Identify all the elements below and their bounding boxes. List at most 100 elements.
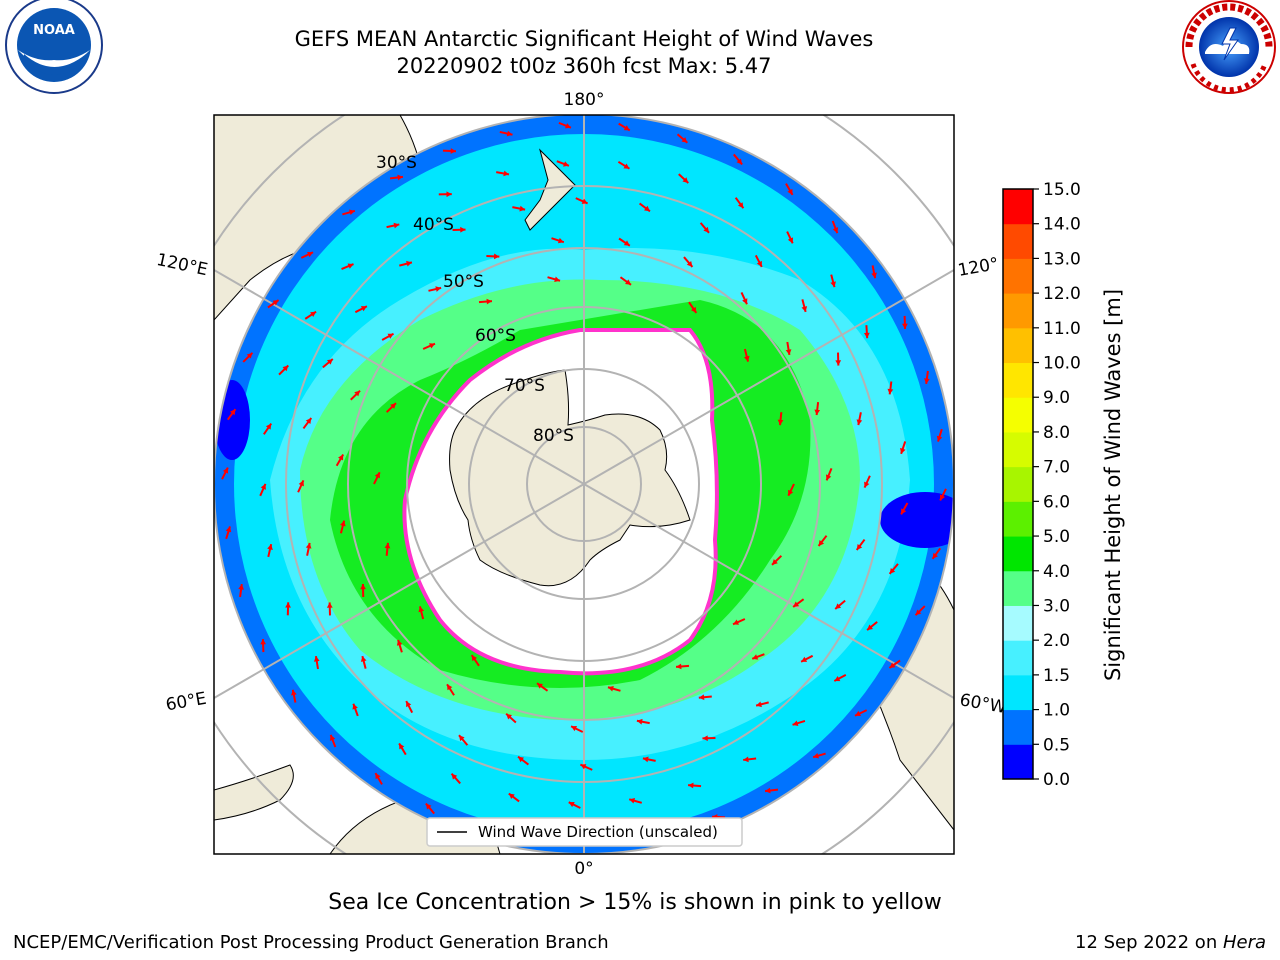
colorbar-tick-label: 8.0 <box>1043 423 1070 443</box>
colorbar-segment <box>1003 674 1033 711</box>
wind-wave-arrow-head <box>360 306 367 312</box>
wind-wave-arrow-head <box>397 174 403 181</box>
wind-wave-arrow-head <box>864 332 870 339</box>
wind-wave-arrow-head <box>623 240 630 246</box>
wind-wave-arrow-head <box>285 602 291 608</box>
wind-wave-arrow-head <box>329 734 336 741</box>
colorbar-tick-label: 1.5 <box>1043 666 1070 686</box>
wind-wave-arrow-head <box>374 472 380 479</box>
wind-wave-arrow-head <box>644 205 650 212</box>
colorbar: 0.0 0.5 1.0 1.5 2.0 3.0 4.0 5.0 6.0 7.0 8.0 9.0 10.0… <box>1002 180 1081 790</box>
colorbar-tick-label: 7.0 <box>1043 458 1070 478</box>
wind-wave-arrow-head <box>915 609 922 616</box>
wind-wave-arrow-head <box>568 801 575 808</box>
wind-wave-arrow-head <box>435 286 442 292</box>
wind-wave-arrow-head <box>375 773 381 780</box>
national-weather-service-logo <box>1182 0 1276 94</box>
colorbar-segment <box>1003 466 1033 502</box>
wind-wave-arrow-head <box>801 306 808 312</box>
footer-credit: NCEP/EMC/Verification Post Processing Pr… <box>13 932 609 953</box>
wind-wave-arrow-head <box>772 559 778 565</box>
wind-wave-arrow-head <box>238 584 244 590</box>
colorbar-tick-label: 11.0 <box>1043 319 1081 339</box>
colorbar-segment <box>1003 501 1033 537</box>
lon-label-180: 180° <box>564 90 605 110</box>
wind-wave-arrow-head <box>347 263 354 269</box>
wind-wave-arrow-head <box>856 419 863 426</box>
wind-wave-arrow-head <box>486 298 492 305</box>
colorbar-segment <box>1003 605 1033 641</box>
wind-wave-arrow-head <box>889 662 896 668</box>
wind-wave-arrow-head <box>450 148 456 154</box>
colorbar-tick-label: 0.5 <box>1043 735 1070 755</box>
wind-wave-arrow-head <box>310 311 317 317</box>
wind-wave-arrow-head <box>298 480 304 487</box>
latitude-labels: 30°S 40°S 50°S 60°S 70°S 80°S <box>376 153 574 446</box>
colorbar-frame <box>1002 188 1034 780</box>
colorbar-segment <box>1003 397 1033 433</box>
colorbar-label: Significant Height of Wind Waves [m] <box>1101 288 1125 682</box>
wind-wave-arrow-head <box>429 343 435 349</box>
lat-label-50s: 50°S <box>443 272 484 292</box>
wind-wave-arrow-head <box>801 656 808 662</box>
wind-wave-arrow-head <box>508 793 515 800</box>
wind-wave-arrow-head <box>222 467 229 474</box>
wind-wave-arrow-head <box>901 508 907 515</box>
footer-host: Hera <box>1222 932 1266 953</box>
colorbar-segment <box>1003 536 1033 572</box>
colorbar-tick-label: 3.0 <box>1043 596 1070 616</box>
colorbar-segment <box>1003 570 1033 606</box>
lat-label-30s: 30°S <box>376 153 417 173</box>
wind-wave-arrow-head <box>260 483 266 490</box>
colorbar-segment <box>1003 640 1033 676</box>
wind-wave-arrow-head <box>384 542 391 549</box>
wind-wave-arrow-head <box>349 209 355 216</box>
wind-wave-arrow-head <box>702 735 708 742</box>
wind-wave-arrow-head <box>260 639 266 645</box>
wind-wave-arrow-head <box>788 489 794 496</box>
wind-wave-arrow-head <box>867 624 873 631</box>
wind-wave-arrow-head <box>246 352 253 359</box>
wind-wave-arrow-head <box>451 773 458 780</box>
chart-title: GEFS MEAN Antarctic Significant Height o… <box>294 27 874 51</box>
wind-wave-arrow-head <box>676 663 682 670</box>
wind-wave-arrow-head <box>813 752 819 759</box>
wind-wave-arrow-head <box>835 360 842 366</box>
wind-wave-arrow-head <box>554 276 561 283</box>
wind-wave-arrow-head <box>787 237 794 244</box>
sea-ice-note: Sea Ice Concentration > 15% is shown in … <box>0 890 1280 915</box>
wind-wave-arrow-head <box>506 130 513 137</box>
wind-wave-arrow-head <box>265 423 272 430</box>
wind-wave-arrow-head <box>752 654 759 660</box>
colorbar-tick-label: 13.0 <box>1043 249 1081 269</box>
legend-label: Wind Wave Direction (unscaled) <box>478 823 718 841</box>
wind-wave-arrow-head <box>742 298 748 305</box>
wind-wave-arrow-head <box>623 125 630 131</box>
wind-wave-arrow-head <box>743 756 749 763</box>
lat-label-80s: 80°S <box>533 426 574 446</box>
wind-wave-arrow-head <box>854 710 861 717</box>
wind-wave-arrow-head <box>932 552 939 559</box>
wind-wave-arrow-head <box>703 226 710 233</box>
wind-wave-arrow-head <box>229 409 236 416</box>
colorbar-tick-label: 12.0 <box>1043 284 1081 304</box>
wind-wave-arrow-head <box>425 803 432 810</box>
wind-wave-arrow-head <box>396 639 403 646</box>
wind-wave-arrow-head <box>625 279 632 285</box>
wind-wave-arrow-head <box>272 300 279 306</box>
wind-wave-arrow-head <box>390 403 396 409</box>
wind-wave-arrow-head <box>682 177 689 183</box>
wind-wave-arrow-head <box>777 419 784 426</box>
wind-wave-arrow-head <box>225 526 232 533</box>
wind-wave-arrow-head <box>282 365 289 372</box>
wind-wave-arrow-head <box>506 713 513 720</box>
colorbar-tick-label: 0.0 <box>1043 770 1070 790</box>
wind-wave-arrow-head <box>418 606 425 613</box>
wind-wave-arrow-head <box>936 435 943 442</box>
lon-label-60w: 60°W <box>958 690 1008 718</box>
wind-wave-arrow-head <box>636 718 643 725</box>
graticule <box>214 115 954 854</box>
colorbar-segment <box>1003 223 1033 259</box>
lat-label-70s: 70°S <box>504 376 545 396</box>
